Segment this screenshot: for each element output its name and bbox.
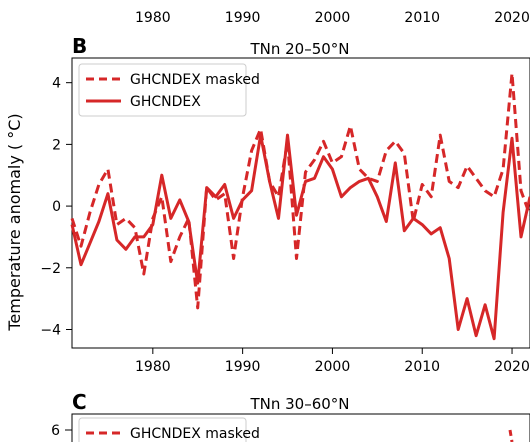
panel-a-xtick-label: 1980 <box>135 10 171 26</box>
y-tick-label: 4 <box>52 76 61 92</box>
panel-a: 1980 1990 2000 2010 2020 <box>135 10 530 26</box>
series-lines <box>70 71 530 341</box>
panel-c-title: TNn 30–60°N <box>249 395 349 413</box>
panel-b: B TNn 20–50°N Temperature anomaly ( °C) … <box>5 34 530 375</box>
legend: GHCNDEX masked GHCNDEX <box>78 63 260 117</box>
panel-b-title: TNn 20–50°N <box>249 40 349 58</box>
panel-a-xtick-label: 2010 <box>404 10 440 26</box>
panel-c-letter: C <box>72 390 87 414</box>
panel-c-legend-box <box>78 417 247 442</box>
x-tick-label: 1980 <box>135 359 171 375</box>
y-axis-label: Temperature anomaly ( °C) <box>5 113 24 331</box>
y-tick-label: −2 <box>40 261 61 277</box>
axis-ticks: 1980 1990 2000 2010 2020 −4 −2 0 2 4 <box>40 76 530 375</box>
legend-box <box>78 63 247 117</box>
panel-a-xtick-label: 2000 <box>315 10 351 26</box>
series-line-ghcndex <box>70 133 530 341</box>
panel-b-letter: B <box>72 34 87 58</box>
panel-c-series-fragment <box>508 429 514 442</box>
panel-c-frame <box>71 413 530 442</box>
series-line-ghcndex-masked <box>70 71 530 310</box>
panel-c: C TNn 30–60°N 6 GHCNDEX masked <box>51 390 530 442</box>
panel-a-xtick-label: 2020 <box>494 10 530 26</box>
legend-label-masked: GHCNDEX masked <box>130 72 260 88</box>
plot-frame <box>71 57 530 349</box>
panel-c-ytick-label-6: 6 <box>51 423 60 439</box>
panel-c-legend-label: GHCNDEX masked <box>130 426 260 442</box>
x-tick-label: 1990 <box>225 359 261 375</box>
x-tick-label: 2020 <box>494 359 530 375</box>
x-tick-label: 2010 <box>404 359 440 375</box>
x-tick-label: 2000 <box>315 359 351 375</box>
legend-label-ghcndex: GHCNDEX <box>130 94 201 110</box>
y-tick-label: 0 <box>52 199 61 215</box>
y-tick-label: 2 <box>52 137 61 153</box>
panel-a-xtick-label: 1990 <box>225 10 261 26</box>
y-tick-label: −4 <box>40 322 61 338</box>
